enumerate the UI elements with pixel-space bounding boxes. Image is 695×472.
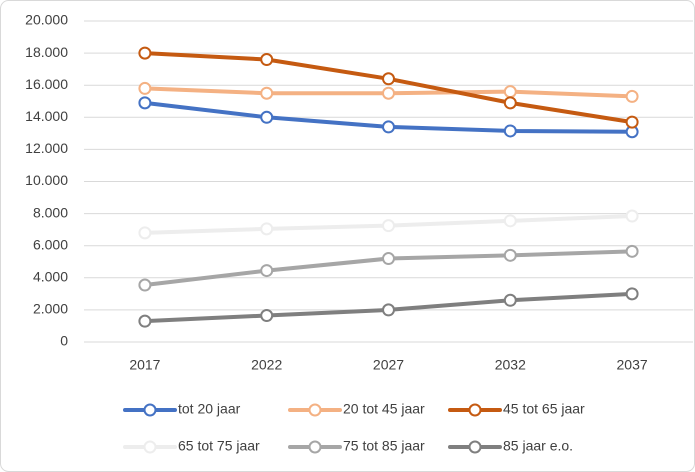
point (260, 309, 274, 323)
point (260, 222, 274, 236)
legend-marker (468, 440, 482, 454)
point (503, 124, 517, 138)
point (260, 264, 274, 278)
legend-marker (143, 403, 157, 417)
point (382, 72, 395, 86)
y-tick-label: 20.000 (25, 12, 68, 28)
y-tick-label: 2.000 (33, 301, 68, 317)
point (138, 226, 152, 240)
y-tick-label: 0 (60, 333, 68, 349)
x-tick-label: 2032 (495, 357, 526, 373)
point (503, 85, 517, 99)
x-tick-label: 2017 (129, 357, 160, 373)
point (503, 293, 517, 307)
x-tick-label: 2027 (373, 357, 404, 373)
point (138, 96, 152, 110)
legend-marker (468, 403, 482, 417)
legend-marker (143, 440, 157, 454)
y-tick-label: 18.000 (25, 44, 68, 60)
point (625, 115, 639, 129)
legend-marker (308, 440, 322, 454)
x-tick-label: 2037 (617, 357, 648, 373)
legend-marker (308, 403, 322, 417)
point (260, 110, 274, 124)
point (138, 46, 152, 60)
y-tick-label: 14.000 (25, 108, 68, 124)
point (138, 314, 152, 328)
point (382, 86, 395, 100)
point (382, 252, 395, 266)
point (382, 120, 395, 134)
point (503, 248, 517, 262)
x-tick-label: 2022 (251, 357, 282, 373)
point (260, 86, 274, 100)
point (138, 81, 152, 95)
point (260, 53, 274, 67)
point (625, 209, 639, 223)
y-tick-label: 16.000 (25, 76, 68, 92)
legend-label: 45 tot 65 jaar (503, 401, 585, 417)
point (625, 244, 639, 258)
point (382, 303, 395, 317)
y-tick-label: 4.000 (33, 269, 68, 285)
legend-label: 75 tot 85 jaar (343, 438, 425, 454)
y-tick-label: 10.000 (25, 172, 68, 188)
legend-label: 85 jaar e.o. (503, 438, 573, 454)
y-tick-label: 6.000 (33, 236, 68, 252)
point (503, 96, 517, 110)
y-tick-label: 12.000 (25, 140, 68, 156)
point (382, 219, 395, 233)
point (138, 278, 152, 292)
legend-label: 65 tot 75 jaar (178, 438, 260, 454)
point (503, 214, 517, 228)
y-tick-label: 8.000 (33, 204, 68, 220)
point (625, 287, 639, 301)
legend-label: tot 20 jaar (178, 401, 241, 417)
point (625, 89, 639, 103)
legend-label: 20 tot 45 jaar (343, 401, 425, 417)
